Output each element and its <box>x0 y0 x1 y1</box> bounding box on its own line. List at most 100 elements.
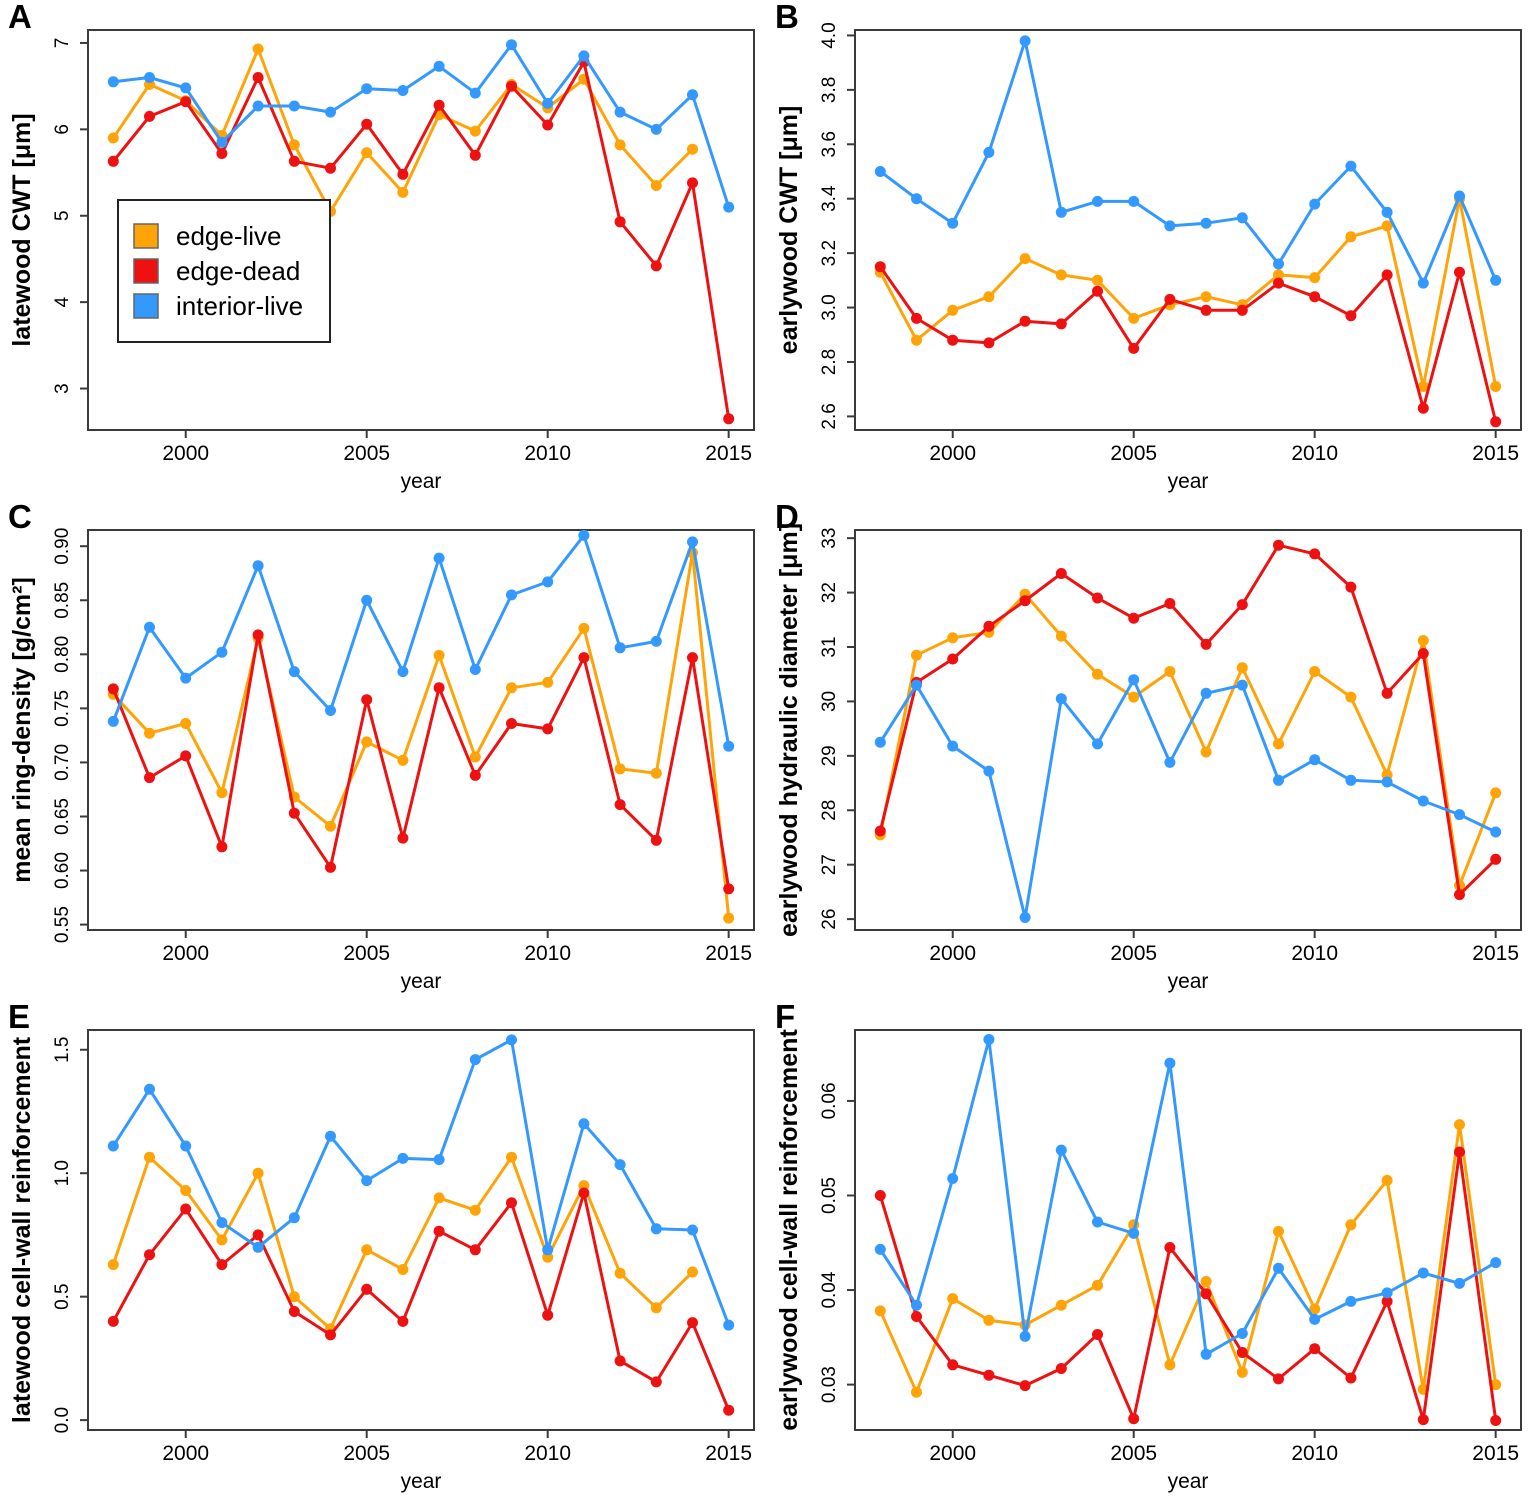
data-point-interior-live <box>433 60 445 72</box>
data-point-interior-live <box>947 1173 959 1184</box>
data-point-interior-live <box>469 664 481 675</box>
data-point-edge-dead <box>1490 1415 1502 1426</box>
data-point-edge-dead <box>1019 315 1031 327</box>
data-point-interior-live <box>1236 1328 1248 1339</box>
data-point-edge-dead <box>614 799 626 811</box>
data-point-edge-live <box>947 1293 959 1305</box>
data-point-interior-live <box>542 1244 554 1256</box>
data-point-edge-live <box>983 291 995 303</box>
data-point-edge-dead <box>1128 342 1140 354</box>
y-tick-label: 3.4 <box>819 185 840 212</box>
y-tick-label: 3.6 <box>819 131 840 157</box>
x-tick-label: 2000 <box>929 942 976 965</box>
data-point-edge-dead <box>361 118 373 130</box>
data-point-edge-live <box>947 632 959 644</box>
series-line-interior-live <box>111 533 731 748</box>
data-point-edge-dead <box>1345 310 1357 322</box>
data-point-edge-dead <box>325 1329 336 1341</box>
data-point-edge-dead <box>1417 648 1429 659</box>
x-tick-label: 2000 <box>162 442 209 465</box>
x-tick-label: 2000 <box>929 1442 976 1465</box>
data-point-interior-live <box>325 106 336 118</box>
series-line-edge-live <box>111 1155 694 1331</box>
x-tick-label: 2000 <box>929 442 976 465</box>
data-point-edge-dead <box>107 155 119 167</box>
x-tick-label: 2010 <box>1291 1442 1338 1465</box>
data-point-edge-dead <box>542 1309 554 1321</box>
y-tick-label: 0.04 <box>819 1271 840 1308</box>
series-line-edge-dead <box>111 60 731 421</box>
data-point-edge-live <box>469 751 481 763</box>
data-point-interior-live <box>180 82 192 94</box>
data-point-edge-dead <box>614 1355 626 1367</box>
plot-box <box>87 529 755 931</box>
data-point-edge-live <box>1345 1219 1357 1231</box>
data-point-interior-live <box>614 642 626 654</box>
data-point-interior-live <box>874 1243 886 1255</box>
panel-letter-c: C <box>8 498 32 535</box>
series-line-interior-live <box>111 1038 731 1327</box>
data-point-edge-dead <box>397 168 409 180</box>
data-point-edge-live <box>144 1151 155 1163</box>
data-point-edge-dead <box>983 620 995 632</box>
data-point-interior-live <box>687 536 698 548</box>
series-line-edge-live <box>878 197 1498 388</box>
data-point-edge-dead <box>1309 548 1321 560</box>
data-point-edge-dead <box>1490 853 1502 865</box>
data-point-edge-live <box>947 304 959 316</box>
data-point-interior-live <box>1200 687 1212 699</box>
data-point-interior-live <box>144 1083 155 1095</box>
data-point-edge-live <box>983 1314 995 1326</box>
data-point-edge-dead <box>506 718 517 729</box>
data-point-edge-dead <box>1092 285 1103 297</box>
plot-box <box>854 29 1522 431</box>
data-point-edge-dead <box>506 80 517 92</box>
series-line-edge-live <box>111 551 731 920</box>
data-point-interior-live <box>911 193 922 205</box>
data-point-edge-dead <box>1164 293 1176 305</box>
y-tick-label: 0.0 <box>52 1407 73 1433</box>
data-point-edge-dead <box>144 772 155 784</box>
y-tick-label: 0.65 <box>52 798 73 835</box>
y-tick-label: 6 <box>52 124 73 135</box>
chart-latewood-cell-wall-reinforcement: 2000 2005 2010 2015 year 0.0 0.5 1.0 1.5 latewood… <box>8 1029 755 1493</box>
data-point-edge-dead <box>1273 277 1284 289</box>
data-point-edge-live <box>107 1259 119 1271</box>
x-tick-label: 2005 <box>1110 942 1157 965</box>
data-point-edge-live <box>252 43 264 55</box>
data-point-interior-live <box>1345 160 1357 172</box>
y-tick-label: 0.70 <box>52 744 73 781</box>
data-point-edge-live <box>433 1192 445 1204</box>
series-line-interior-live <box>878 678 1498 919</box>
data-point-edge-live <box>1092 668 1103 680</box>
y-tick-label: 3 <box>52 383 73 394</box>
data-point-edge-live <box>288 1291 300 1303</box>
data-point-interior-live <box>469 87 481 99</box>
data-point-interior-live <box>723 1319 735 1331</box>
data-point-interior-live <box>983 765 995 777</box>
data-point-edge-dead <box>1273 1373 1284 1385</box>
data-point-interior-live <box>252 100 264 112</box>
x-tick-label: 2000 <box>162 942 209 965</box>
x-tick-label: 2010 <box>524 1442 571 1465</box>
data-point-interior-live <box>506 589 517 601</box>
panel-letter-f: F <box>775 998 796 1035</box>
data-point-edge-live <box>144 727 155 739</box>
data-point-edge-dead <box>1381 269 1393 281</box>
x-tick-label: 2005 <box>343 442 390 465</box>
series-line-interior-live <box>878 1038 1498 1356</box>
data-point-edge-live <box>433 649 445 661</box>
data-point-interior-live <box>1273 258 1284 270</box>
data-point-interior-live <box>288 100 300 112</box>
data-point-edge-live <box>1381 1174 1393 1186</box>
x-tick-label: 2010 <box>524 442 571 465</box>
data-point-interior-live <box>911 679 922 691</box>
data-point-edge-live <box>1345 691 1357 703</box>
x-tick-label: 2015 <box>1472 942 1519 965</box>
legend-label-edge-live: edge-live <box>176 221 282 251</box>
data-point-edge-live <box>1309 1303 1321 1315</box>
data-point-interior-live <box>1454 1277 1465 1289</box>
x-tick-label: 2010 <box>1291 442 1338 465</box>
data-point-edge-live <box>1055 269 1067 281</box>
data-point-interior-live <box>397 85 409 96</box>
